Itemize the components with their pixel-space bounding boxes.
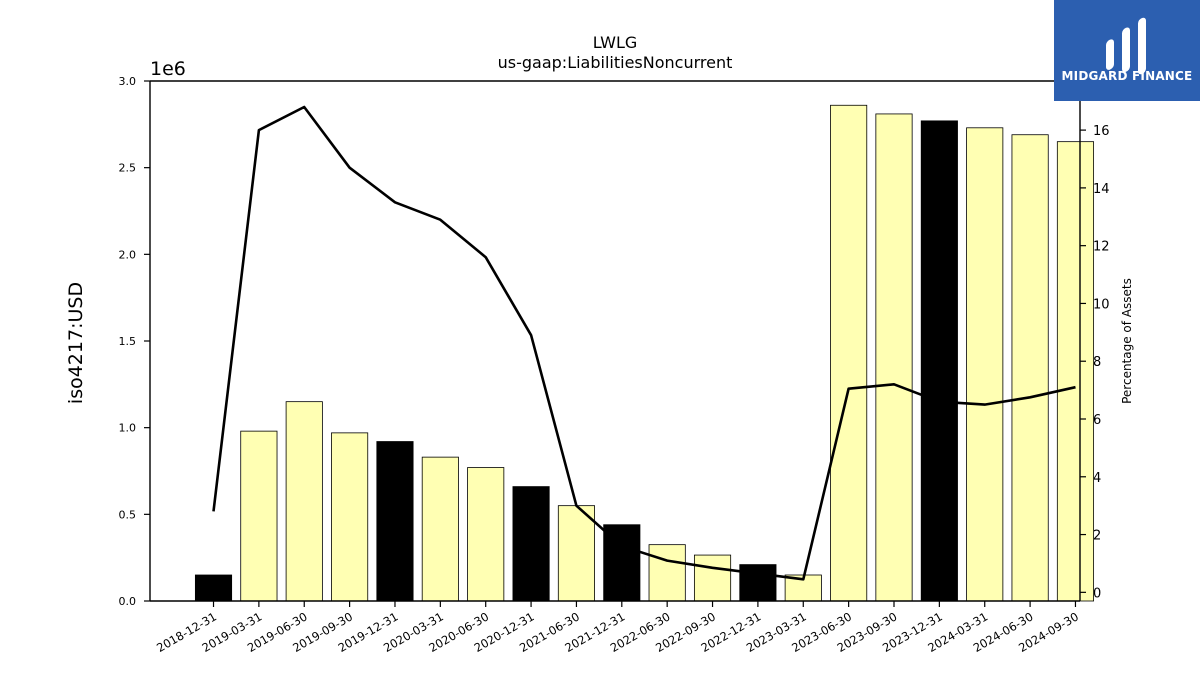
bar-2019-03-31 <box>240 430 278 602</box>
bar-2024-09-30 <box>1056 141 1095 602</box>
y-tick-label: 0.5 <box>119 508 137 521</box>
bar-2023-12-31 <box>920 120 958 602</box>
bar-2022-06-30 <box>648 544 686 602</box>
y-tick-label: 2.0 <box>119 248 137 261</box>
bar-2020-06-30 <box>467 467 505 602</box>
y2-tick-label: 4 <box>1093 471 1101 486</box>
y-tick-label: 0.0 <box>119 595 137 608</box>
bar-2023-06-30 <box>830 104 868 602</box>
bar-2019-09-30 <box>331 432 369 602</box>
bar-2019-12-31 <box>376 441 414 602</box>
bar-2022-12-31 <box>739 564 777 602</box>
y2-axis-label: Percentage of Assets <box>1120 278 1134 404</box>
bar-2023-09-30 <box>875 113 913 602</box>
x-ticks: 2018-12-312019-03-312019-06-302019-09-30… <box>154 601 1081 655</box>
y2-tick-label: 10 <box>1093 297 1110 312</box>
line-layer <box>212 105 1076 581</box>
bar-2021-12-31 <box>603 524 641 602</box>
y-ticks: 0.0 0.5 1.0 1.5 2.0 2.5 3.0 <box>119 75 150 608</box>
y2-tick-label: 16 <box>1093 124 1110 139</box>
y2-tick-label: 0 <box>1093 586 1101 601</box>
y2-tick-label: 2 <box>1093 529 1101 544</box>
bar-2020-12-31 <box>512 486 550 602</box>
bar-2019-06-30 <box>285 401 323 602</box>
y2-tick-label: 8 <box>1093 355 1101 370</box>
bar-2024-03-31 <box>966 127 1004 602</box>
bar-2021-06-30 <box>557 505 595 602</box>
y-tick-label: 1.0 <box>119 422 137 435</box>
midgard-logo: MIDGARD FINANCE <box>1054 0 1200 101</box>
bar-2020-03-31 <box>421 456 459 602</box>
bar-2022-09-30 <box>693 554 732 602</box>
y-scale-label: 1e6 <box>150 58 186 80</box>
y-axis-label: iso4217:USD <box>65 282 87 404</box>
chart-title: LWLG <box>593 33 638 52</box>
y-tick-label: 2.5 <box>119 162 137 175</box>
logo-text: MIDGARD FINANCE <box>1061 69 1193 83</box>
y2-tick-label: 14 <box>1093 182 1110 197</box>
y2-ticks: 0 2 4 6 8 10 12 14 16 <box>1080 124 1110 601</box>
midgard-logo-icon <box>1106 17 1146 75</box>
y-tick-label: 1.5 <box>119 335 137 348</box>
bar-2018-12-31 <box>194 574 233 602</box>
y-tick-label: 3.0 <box>119 75 137 88</box>
bar-2024-06-30 <box>1011 134 1049 602</box>
bars <box>194 104 1095 602</box>
y2-tick-label: 6 <box>1093 413 1101 428</box>
chart-subtitle: us-gaap:LiabilitiesNoncurrent <box>498 53 733 72</box>
y2-tick-label: 12 <box>1093 240 1110 255</box>
percentage-line <box>212 105 1076 581</box>
